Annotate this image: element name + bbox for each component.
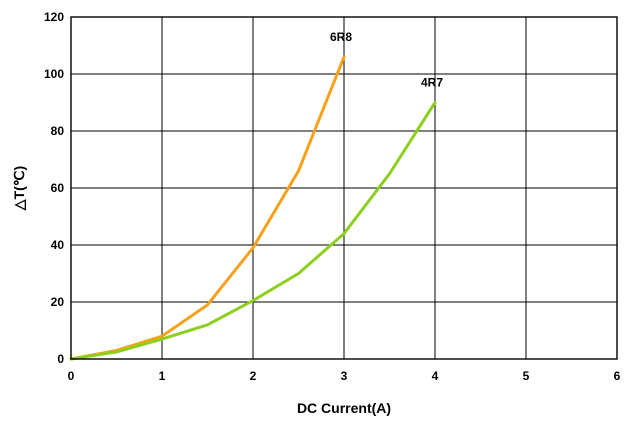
y-tick-label: 80: [51, 124, 65, 138]
series-labels: 6R8 4R7: [330, 30, 443, 90]
series-line-4r7: [69, 101, 437, 361]
series-label-6r8: 6R8: [330, 30, 352, 44]
x-tick-label: 2: [250, 369, 257, 383]
x-tick-labels: 0 1 2 3 4 5 6: [68, 369, 621, 383]
series-line-6r8: [69, 55, 346, 361]
x-tick-label: 6: [614, 369, 621, 383]
x-tick-label: 4: [432, 369, 439, 383]
x-tick-label: 1: [159, 369, 166, 383]
series-lines: [69, 55, 437, 361]
x-tick-label: 3: [341, 369, 348, 383]
plot-frame: [70, 16, 618, 360]
x-axis-title: DC Current(A): [297, 400, 391, 416]
x-tick-label: 0: [68, 369, 75, 383]
y-tick-labels: 0 20 40 60 80 100 120: [44, 10, 64, 366]
y-tick-label: 20: [51, 295, 65, 309]
y-tick-label: 100: [44, 67, 64, 81]
y-tick-label: 0: [57, 352, 64, 366]
y-tick-label: 120: [44, 10, 64, 24]
series-label-4r7: 4R7: [421, 76, 443, 90]
y-tick-label: 40: [51, 238, 65, 252]
x-tick-label: 5: [523, 369, 530, 383]
grid-lines: [70, 16, 618, 360]
y-axis-title: △T(℃): [11, 166, 27, 211]
y-tick-label: 60: [51, 181, 65, 195]
